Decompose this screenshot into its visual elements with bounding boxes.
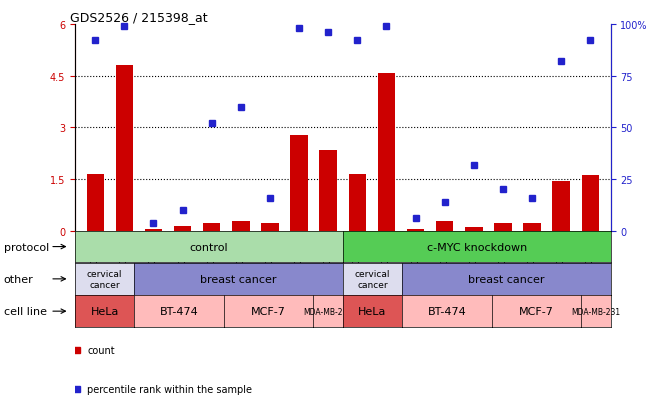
Text: breast cancer: breast cancer (201, 274, 277, 284)
Text: MDA-MB-231: MDA-MB-231 (303, 307, 352, 316)
Text: percentile rank within the sample: percentile rank within the sample (87, 385, 253, 394)
Bar (465, 227, 482, 231)
Bar (261, 224, 279, 231)
Bar (203, 224, 221, 231)
Text: BT-474: BT-474 (428, 306, 466, 316)
Bar (348, 174, 366, 231)
Bar (378, 74, 395, 231)
Bar (494, 224, 512, 231)
Text: cell line: cell line (4, 306, 47, 316)
Text: HeLa: HeLa (358, 306, 387, 316)
Text: count: count (87, 346, 115, 356)
Text: c-MYC knockdown: c-MYC knockdown (426, 242, 527, 252)
Text: GDS2526 / 215398_at: GDS2526 / 215398_at (70, 11, 207, 24)
Bar (116, 66, 133, 231)
Bar (232, 222, 249, 231)
Text: MCF-7: MCF-7 (519, 306, 553, 316)
Text: protocol: protocol (4, 242, 49, 252)
Bar (436, 222, 453, 231)
Bar (581, 176, 599, 231)
Text: other: other (4, 274, 33, 284)
Bar (145, 230, 162, 231)
Text: cervical
cancer: cervical cancer (355, 270, 390, 289)
Text: MCF-7: MCF-7 (251, 306, 286, 316)
Bar (523, 224, 541, 231)
Bar (320, 150, 337, 231)
Bar (87, 174, 104, 231)
Text: control: control (189, 242, 228, 252)
Bar (553, 181, 570, 231)
Text: HeLa: HeLa (90, 306, 119, 316)
Text: MDA-MB-231: MDA-MB-231 (571, 307, 620, 316)
Text: breast cancer: breast cancer (468, 274, 545, 284)
Text: BT-474: BT-474 (159, 306, 199, 316)
Bar (174, 227, 191, 231)
Text: cervical
cancer: cervical cancer (87, 270, 122, 289)
Bar (407, 230, 424, 231)
Bar (290, 135, 308, 231)
